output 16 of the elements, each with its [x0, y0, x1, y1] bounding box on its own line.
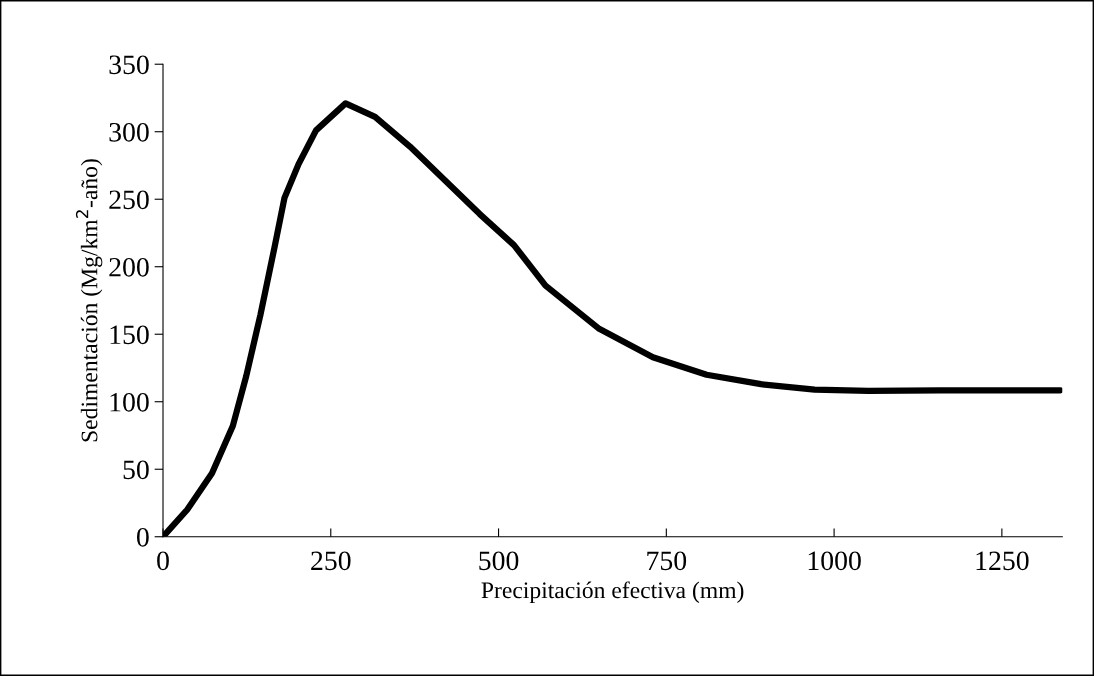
y-tick-label: 200 [109, 257, 149, 277]
y-tick-label: 350 [109, 55, 149, 75]
x-tick-label: 0 [157, 551, 169, 571]
x-tick-label: 500 [479, 551, 519, 571]
y-tick-label: 0 [136, 527, 149, 547]
y-tick-label: 250 [109, 190, 149, 210]
x-tick-label: 250 [311, 551, 351, 571]
x-tick-label: 1000 [808, 551, 861, 571]
y-tick-label: 300 [109, 122, 149, 142]
y-tick-label: 150 [110, 325, 149, 345]
x-tick-label: 1250 [976, 551, 1029, 571]
y-axis-title: Sedimentación (Mg/km$^{2}$-año) [75, 159, 103, 442]
x-tick-label: 750 [647, 551, 687, 571]
y-tick-label: 50 [123, 460, 149, 480]
y-tick-label: 100 [110, 392, 149, 412]
x-axis-title: Precipitación efectiva (mm) [481, 581, 744, 604]
